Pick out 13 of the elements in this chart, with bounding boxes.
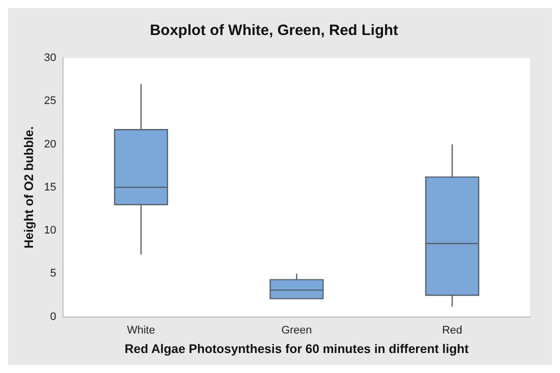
x-tick-label: White bbox=[126, 324, 156, 336]
y-tick-label: 30 bbox=[44, 52, 56, 64]
y-axis-title: Height of O2 bubble. bbox=[22, 126, 36, 249]
chart-title: Boxplot of White, Green, Red Light bbox=[150, 22, 398, 40]
x-tick-label: Red bbox=[442, 324, 462, 336]
y-tick-label: 15 bbox=[44, 181, 56, 194]
y-tick-label: 10 bbox=[44, 224, 56, 237]
y-tick-label: 25 bbox=[44, 95, 56, 108]
y-tick-label: 20 bbox=[44, 138, 56, 150]
x-axis-title: Red Algae Photosynthesis for 60 minutes in different light bbox=[124, 342, 470, 356]
y-tick-label: 5 bbox=[50, 268, 56, 280]
y-tick-label: 0 bbox=[50, 310, 56, 323]
x-tick-label: Green bbox=[281, 324, 312, 336]
